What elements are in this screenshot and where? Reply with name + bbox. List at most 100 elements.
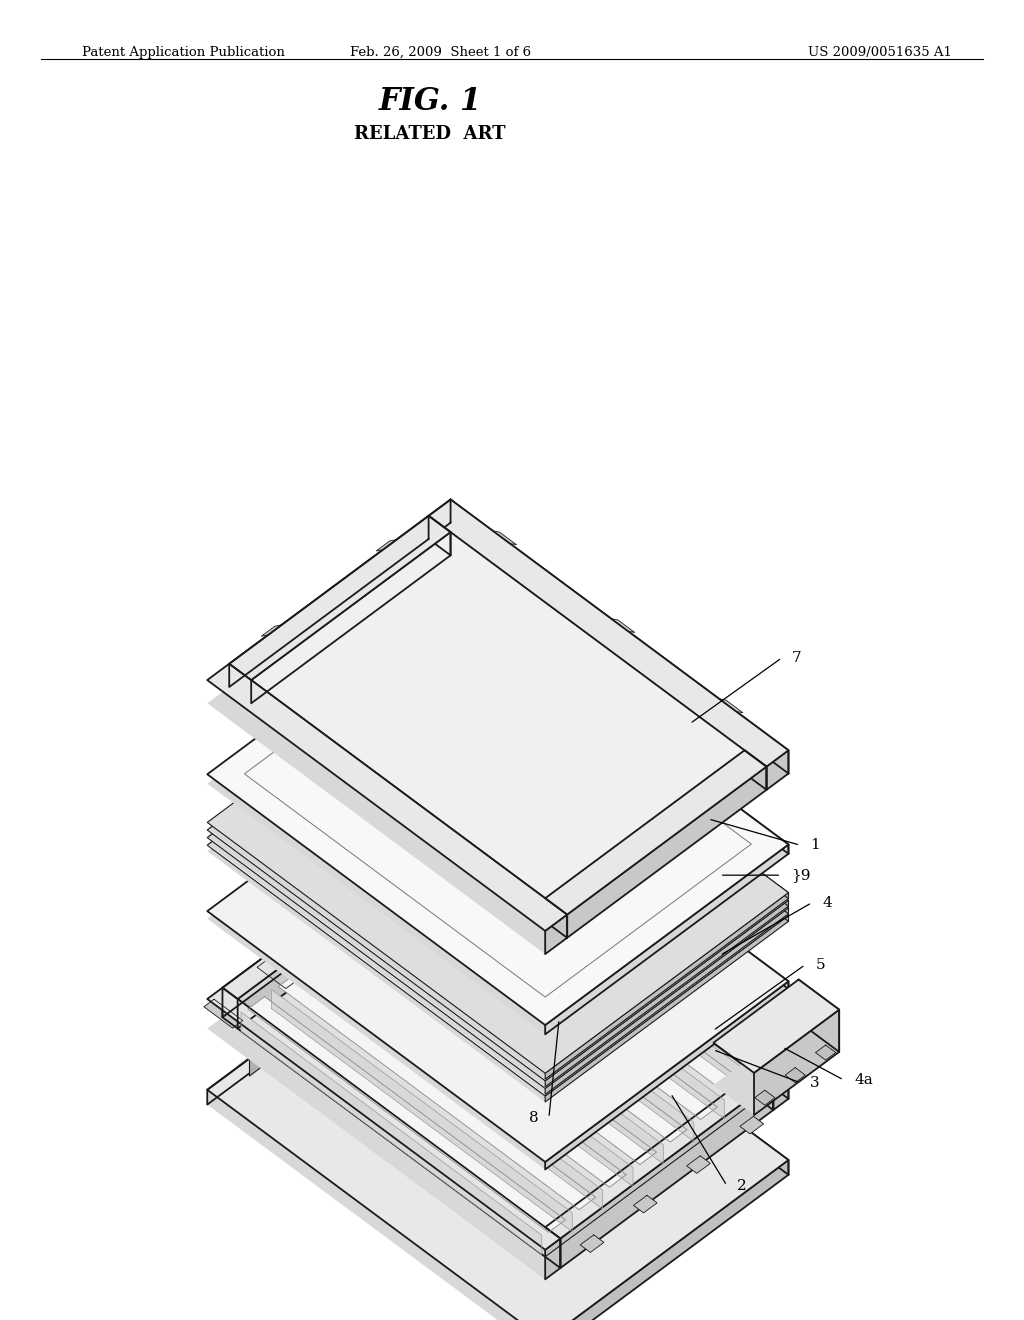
Polygon shape [229, 539, 451, 704]
Text: 7: 7 [793, 651, 802, 665]
Polygon shape [332, 944, 633, 1187]
Polygon shape [207, 664, 567, 931]
Text: RELATED  ART: RELATED ART [354, 125, 506, 144]
Polygon shape [424, 876, 724, 1119]
Text: 4: 4 [822, 896, 831, 909]
Polygon shape [687, 1156, 711, 1173]
Polygon shape [307, 993, 321, 1023]
Polygon shape [758, 1069, 773, 1110]
Polygon shape [207, 663, 788, 1094]
Polygon shape [482, 919, 498, 953]
Polygon shape [815, 1045, 836, 1060]
Polygon shape [303, 1002, 321, 1036]
Polygon shape [207, 738, 788, 1170]
Polygon shape [207, 909, 451, 1105]
Polygon shape [207, 924, 788, 1320]
Polygon shape [634, 1196, 657, 1213]
Polygon shape [451, 818, 788, 1098]
Polygon shape [521, 970, 555, 995]
Text: 3: 3 [810, 1076, 820, 1090]
Polygon shape [429, 499, 788, 767]
Polygon shape [357, 962, 375, 995]
Polygon shape [579, 1014, 612, 1039]
Polygon shape [521, 948, 555, 973]
Polygon shape [744, 750, 767, 789]
Text: 5: 5 [815, 958, 825, 972]
Polygon shape [207, 987, 560, 1250]
Polygon shape [545, 845, 788, 1035]
Polygon shape [302, 966, 602, 1209]
Polygon shape [545, 892, 788, 1080]
Polygon shape [207, 657, 788, 1089]
Polygon shape [238, 841, 451, 1028]
Polygon shape [464, 928, 498, 953]
Polygon shape [611, 619, 635, 632]
Polygon shape [435, 847, 788, 1110]
Polygon shape [415, 912, 429, 942]
Polygon shape [464, 904, 498, 929]
Polygon shape [362, 921, 664, 1164]
Polygon shape [400, 884, 718, 1119]
Polygon shape [454, 854, 755, 1096]
Polygon shape [222, 859, 451, 1028]
Polygon shape [694, 1098, 728, 1123]
Polygon shape [545, 916, 788, 1102]
Polygon shape [637, 1056, 671, 1081]
Polygon shape [204, 999, 243, 1028]
Polygon shape [451, 730, 788, 989]
Polygon shape [257, 960, 296, 989]
Polygon shape [545, 915, 567, 954]
Polygon shape [713, 1089, 728, 1123]
Polygon shape [694, 1076, 728, 1101]
Polygon shape [361, 952, 375, 983]
Polygon shape [207, 671, 788, 1102]
Polygon shape [579, 990, 612, 1015]
Polygon shape [344, 952, 375, 974]
Polygon shape [785, 1068, 805, 1082]
Polygon shape [545, 1160, 788, 1320]
Polygon shape [451, 594, 788, 854]
Polygon shape [755, 1090, 775, 1105]
Polygon shape [451, 649, 788, 906]
Polygon shape [435, 818, 451, 859]
Polygon shape [308, 952, 627, 1187]
Polygon shape [714, 1022, 840, 1115]
Polygon shape [767, 750, 788, 789]
Polygon shape [429, 516, 451, 556]
Text: 1: 1 [811, 838, 820, 853]
Text: 8: 8 [529, 1111, 539, 1125]
Polygon shape [241, 1012, 542, 1254]
Polygon shape [253, 1032, 266, 1064]
Polygon shape [251, 532, 451, 704]
Polygon shape [207, 730, 788, 1162]
Polygon shape [229, 516, 429, 686]
Polygon shape [412, 921, 429, 956]
Polygon shape [714, 979, 840, 1073]
Polygon shape [451, 665, 788, 921]
Text: 2: 2 [737, 1179, 746, 1193]
Polygon shape [222, 830, 451, 999]
Polygon shape [207, 665, 788, 1096]
Text: FIG. 1: FIG. 1 [379, 86, 481, 116]
Polygon shape [655, 1047, 671, 1081]
Polygon shape [451, 657, 788, 913]
Polygon shape [451, 909, 788, 1175]
Polygon shape [545, 1069, 773, 1238]
Polygon shape [451, 642, 788, 899]
Polygon shape [545, 981, 788, 1170]
Polygon shape [651, 1032, 671, 1069]
Polygon shape [545, 750, 767, 915]
Polygon shape [238, 871, 758, 1257]
Polygon shape [393, 899, 694, 1142]
Polygon shape [370, 907, 687, 1142]
Polygon shape [451, 499, 788, 774]
Polygon shape [398, 912, 429, 935]
Polygon shape [545, 1238, 560, 1279]
Polygon shape [493, 531, 516, 545]
Polygon shape [207, 648, 788, 1080]
Polygon shape [709, 1076, 728, 1113]
Polygon shape [719, 698, 742, 713]
Text: 4a: 4a [854, 1073, 872, 1088]
Polygon shape [207, 642, 788, 1073]
Polygon shape [598, 1003, 612, 1039]
